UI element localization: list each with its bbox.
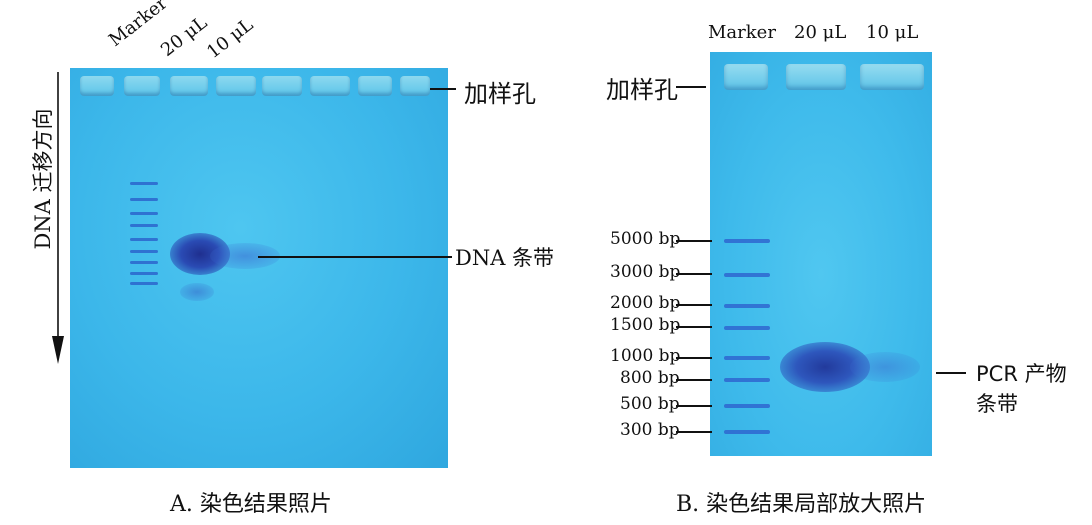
ladder-label: 800 bp	[620, 368, 680, 388]
marker-band	[130, 212, 158, 215]
marker-band	[130, 272, 158, 275]
marker-band	[130, 182, 158, 185]
marker-band	[724, 404, 770, 408]
ladder-tick	[676, 304, 712, 306]
lane-label-10ul-a: 10 μL	[203, 14, 258, 64]
marker-band	[724, 430, 770, 434]
migration-arrow	[52, 72, 64, 364]
pcr-product-label-line1: PCR 产物	[976, 362, 1067, 386]
sample-well	[262, 76, 302, 96]
band-pointer-line-a	[258, 256, 452, 258]
sample-well	[170, 76, 208, 96]
ladder-label: 1000 bp	[610, 346, 681, 366]
well-pointer-line-b	[676, 86, 706, 88]
caption-a: A. 染色结果照片	[170, 492, 332, 517]
sample-well	[310, 76, 350, 96]
sample-well	[124, 76, 160, 96]
marker-band	[130, 238, 158, 241]
sample-well	[80, 76, 114, 96]
well-label-b: 加样孔	[606, 76, 678, 104]
ladder-tick	[676, 240, 712, 242]
ladder-tick	[676, 405, 712, 407]
marker-band	[724, 239, 770, 243]
ladder-label: 5000 bp	[610, 229, 681, 249]
lane-label-marker-b: Marker	[708, 22, 776, 43]
ladder-tick	[676, 379, 712, 381]
lane-label-10ul-b: 10 μL	[866, 22, 919, 43]
dna-band-label: DNA 条带	[455, 246, 555, 270]
sample-well	[216, 76, 256, 96]
pcr-product-smear	[850, 352, 920, 382]
well-label-a: 加样孔	[464, 80, 536, 108]
ladder-tick	[676, 326, 712, 328]
marker-band	[724, 356, 770, 360]
gel-photo-a	[70, 68, 448, 468]
gel-photo-b	[710, 52, 932, 456]
marker-band	[724, 326, 770, 330]
ladder-label: 300 bp	[620, 420, 680, 440]
marker-band	[724, 378, 770, 382]
ladder-label: 3000 bp	[610, 262, 681, 282]
product-pointer-line	[936, 372, 966, 374]
ladder-label: 500 bp	[620, 394, 680, 414]
sample-well	[860, 64, 924, 90]
sample-well	[400, 76, 430, 96]
marker-band	[130, 198, 158, 201]
lane-label-20ul-b: 20 μL	[794, 22, 847, 43]
migration-direction-label: DNA 迁移方向	[31, 108, 55, 250]
marker-band	[130, 261, 158, 264]
well-pointer-line-a	[430, 88, 456, 90]
lane-label-20ul-a: 20 μL	[157, 12, 212, 62]
dna-band-faint	[180, 283, 214, 301]
ladder-tick	[676, 273, 712, 275]
ladder-label: 1500 bp	[610, 315, 681, 335]
marker-band	[724, 304, 770, 308]
marker-band	[130, 250, 158, 253]
marker-band	[130, 224, 158, 227]
caption-b: B. 染色结果局部放大照片	[676, 492, 927, 517]
marker-band	[724, 273, 770, 277]
sample-well	[358, 76, 392, 96]
ladder-tick	[676, 431, 712, 433]
ladder-tick	[676, 357, 712, 359]
sample-well	[786, 64, 846, 90]
marker-band	[130, 282, 158, 285]
pcr-product-label-line2: 条带	[976, 392, 1018, 416]
sample-well	[724, 64, 768, 90]
ladder-label: 2000 bp	[610, 293, 681, 313]
